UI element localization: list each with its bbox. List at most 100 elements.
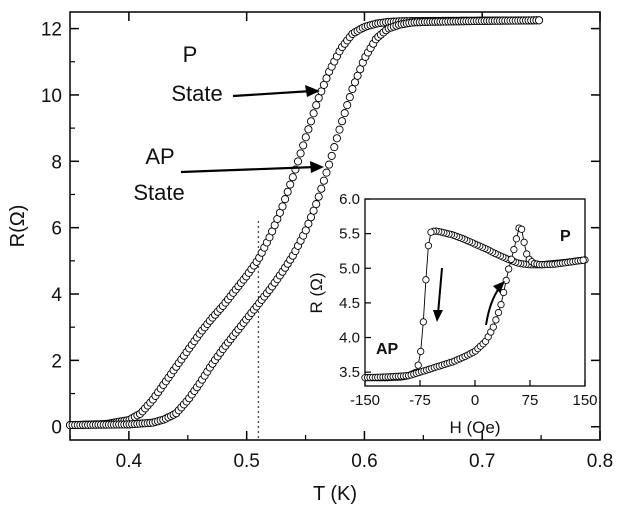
inset-series-0-point <box>427 228 435 236</box>
main-x-tick-label-3: 0.7 <box>469 451 495 472</box>
inset-y-axis-label: R (Ω) <box>307 272 326 313</box>
main-series-1-point <box>301 226 310 235</box>
main-x-tick-label-4: 0.8 <box>587 451 613 472</box>
main-series-1-point <box>335 125 344 134</box>
main-axis-ticks: 0.4 0.5 0.6 0.7 0.8 0 2 4 6 8 10 12 <box>41 12 613 472</box>
inset-y-tick-label-5: 6.0 <box>339 191 360 208</box>
main-x-axis-label: T (K) <box>313 483 357 505</box>
main-series-0-point <box>319 80 328 89</box>
inset-series-0-point <box>424 242 433 250</box>
inset-down-arrow <box>437 267 443 315</box>
main-series-1-point <box>356 65 365 74</box>
inset-axis-ticks: -150 -75 0 75 150 3.5 4.0 4.5 5.0 5.5 6.0 <box>339 191 597 409</box>
ap-state-arrowhead <box>310 161 324 173</box>
inset-down-arrowhead <box>433 310 443 322</box>
main-series-0-point <box>306 117 316 126</box>
inset-series-1-point <box>492 316 500 324</box>
inset-x-tick-label-2: 0 <box>471 392 479 409</box>
main-x-tick-label-0: 0.4 <box>116 451 143 472</box>
main-series-1-point <box>309 206 318 215</box>
main-y-tick-label-0: 0 <box>51 418 62 439</box>
inset-series-1-point <box>507 255 515 263</box>
main-series-1-point <box>312 200 321 209</box>
main-series-1-point <box>319 176 328 185</box>
main-series-1-point <box>325 160 334 169</box>
main-series-1-point <box>330 143 339 152</box>
main-series-0-point <box>296 149 305 158</box>
inset-series-1-point <box>512 235 521 243</box>
main-series-0-point <box>301 133 310 142</box>
main-series-1-point <box>304 219 313 228</box>
main-series-1-point <box>327 151 336 160</box>
inset-ap-label: AP <box>376 341 399 358</box>
main-y-tick-label-6: 12 <box>41 20 62 41</box>
inset-series-1-point <box>505 265 513 273</box>
main-series-0-point <box>293 157 303 166</box>
inset-up-arrowhead <box>493 281 505 293</box>
main-series-0-point <box>299 141 308 150</box>
main-series-1-point <box>343 101 352 110</box>
p-state-arrowhead <box>305 85 320 97</box>
inset-x-tick-label-1: -75 <box>409 392 431 409</box>
main-series-1-point <box>345 93 354 102</box>
main-series-0-point <box>304 125 313 134</box>
main-x-tick-label-2: 0.6 <box>351 451 377 472</box>
inset-series-1-point <box>579 256 587 264</box>
main-series-0-point <box>286 180 295 189</box>
main-plot-frame <box>69 11 601 441</box>
main-y-tick-label-1: 2 <box>51 351 62 372</box>
main-y-axis-label: R(Ω) <box>7 205 29 248</box>
inset-y-tick-label-3: 5.0 <box>339 260 360 277</box>
inset-series-1-point <box>520 238 528 246</box>
main-series-1-point <box>317 184 326 193</box>
main-data-points <box>65 16 544 430</box>
inset-series-0-point <box>422 276 430 284</box>
inset-data-points <box>361 224 589 382</box>
inset-y-tick-label-2: 4.5 <box>339 295 360 312</box>
main-y-tick-label-3: 6 <box>51 219 62 240</box>
inset-series-1-point <box>489 323 497 331</box>
inset-x-tick-label-4: 150 <box>572 392 597 409</box>
ap-state-label-line2: State <box>133 180 184 205</box>
inset-series-1-point <box>494 308 503 317</box>
inset-series-0-point <box>414 361 422 369</box>
inset-series-0-point <box>417 347 425 356</box>
main-series-1-point <box>322 168 331 177</box>
inset-y-tick-label-0: 3.5 <box>339 364 360 381</box>
main-series-1-point <box>353 71 362 80</box>
main-series-0-point <box>278 202 287 211</box>
inset-series-1-point <box>510 245 518 254</box>
main-series-0-point <box>312 101 321 110</box>
main-y-tick-label-2: 4 <box>51 285 62 306</box>
inset-series-1-point <box>502 276 510 285</box>
ap-state-arrow <box>180 165 317 174</box>
p-state-label-line1: P <box>183 42 198 67</box>
main-series-0-point <box>288 173 297 182</box>
main-series-0-point <box>322 74 331 83</box>
p-state-label-line2: State <box>171 81 222 106</box>
inset-y-tick-label-4: 5.5 <box>339 226 360 243</box>
main-series-1-point <box>340 109 349 118</box>
main-series-1-point <box>348 84 357 94</box>
inset-series-1-point <box>499 288 508 297</box>
inset-series-1-point <box>497 300 505 309</box>
inset-x-tick-label-0: -150 <box>350 392 380 409</box>
main-series-0-point <box>283 187 292 196</box>
inset-series-1-point <box>517 225 526 233</box>
main-y-tick-label-4: 8 <box>51 152 62 173</box>
inset-series-0-point <box>419 318 427 326</box>
main-series-1-point <box>314 192 323 201</box>
inset-y-tick-label-1: 4.0 <box>339 330 360 347</box>
inset-p-label: P <box>560 228 571 245</box>
main-series-0-point <box>314 93 323 103</box>
inset-x-axis-label: H (Oe) <box>450 418 501 437</box>
ap-state-label-line1: AP <box>145 144 174 169</box>
main-series-1-point <box>332 134 341 143</box>
p-state-arrow <box>232 89 313 98</box>
inset-background <box>350 198 590 388</box>
main-x-tick-label-1: 0.5 <box>233 451 259 472</box>
main-series-0-point <box>281 195 290 204</box>
main-y-tick-label-5: 10 <box>41 86 62 107</box>
